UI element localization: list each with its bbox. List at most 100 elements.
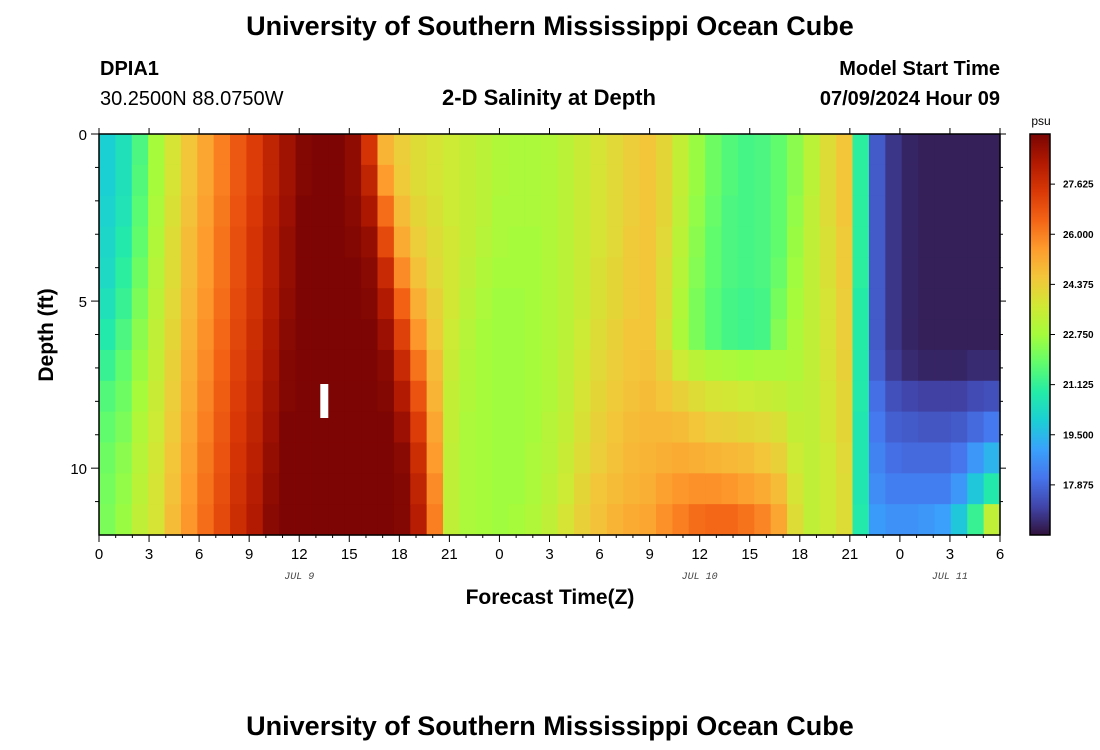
- heatmap-cell: [868, 195, 886, 228]
- heatmap-cell: [721, 164, 739, 197]
- heatmap-cell: [524, 319, 542, 351]
- heatmap-cell: [901, 380, 919, 413]
- heatmap-cell: [443, 349, 460, 382]
- x-tick-label: 3: [545, 546, 553, 563]
- heatmap-cell: [885, 288, 903, 320]
- heatmap-cell: [180, 195, 198, 228]
- date-label: JUL 9: [284, 572, 314, 583]
- heatmap-cell: [377, 349, 395, 382]
- heatmap-cell: [230, 349, 248, 382]
- heatmap-cell: [885, 411, 903, 444]
- heatmap-cell: [787, 134, 805, 166]
- heatmap-cell: [344, 504, 362, 536]
- heatmap-cell: [770, 380, 788, 413]
- heatmap-cell: [901, 319, 919, 351]
- heatmap-cell: [541, 195, 559, 228]
- colorbar-unit: psu: [1031, 114, 1050, 128]
- heatmap-cell: [983, 349, 1001, 382]
- heatmap-cell: [328, 349, 346, 382]
- y-axis-title: Depth (ft): [35, 288, 58, 381]
- heatmap-cell: [541, 442, 559, 474]
- heatmap-cell: [967, 504, 985, 536]
- heatmap-cell: [705, 349, 723, 382]
- heatmap-cell: [836, 380, 854, 413]
- heatmap-cell: [262, 226, 280, 258]
- heatmap-cell: [967, 380, 985, 413]
- heatmap-cell: [574, 473, 592, 505]
- heatmap-cell: [590, 411, 608, 444]
- heatmap-cell: [410, 288, 428, 320]
- heatmap-cell: [655, 226, 673, 258]
- heatmap-cell: [344, 226, 362, 258]
- heatmap-cell: [737, 380, 755, 413]
- heatmap-cell: [459, 288, 477, 320]
- heatmap-cell: [836, 226, 854, 258]
- x-tick-label: 12: [291, 546, 308, 563]
- heatmap-cell: [721, 257, 739, 289]
- heatmap-cell: [934, 288, 952, 320]
- heatmap-cell: [721, 504, 739, 536]
- heatmap-cell: [344, 164, 362, 197]
- heatmap-cell: [410, 380, 428, 413]
- heatmap-cell: [672, 411, 690, 444]
- heatmap-cell: [901, 257, 919, 289]
- heatmap-cell: [655, 473, 673, 505]
- heatmap-cell: [262, 504, 280, 536]
- heatmap-cell: [180, 319, 198, 351]
- heatmap-cell: [557, 473, 575, 505]
- heatmap-cell: [295, 504, 313, 536]
- heatmap-cell: [541, 411, 559, 444]
- heatmap-cell: [361, 473, 379, 505]
- colorbar-ticks: 27.625 26.000 24.375 22.750 21.125 19.500 17.8…: [1050, 180, 1094, 491]
- heatmap-cell: [99, 319, 116, 351]
- heatmap-cell: [279, 504, 297, 536]
- heatmap-cell: [230, 442, 248, 474]
- heatmap-cell: [705, 226, 723, 258]
- heatmap-cell: [606, 195, 624, 228]
- heatmap-cell: [721, 380, 739, 413]
- heatmap-cell: [344, 288, 362, 320]
- heatmap-cell: [836, 164, 854, 197]
- heatmap-cell: [639, 504, 657, 536]
- heatmap-cell: [590, 380, 608, 413]
- heatmap-cell: [311, 288, 329, 320]
- heatmap-cell: [885, 442, 903, 474]
- heatmap-cell: [574, 288, 592, 320]
- heatmap-cell: [918, 164, 936, 197]
- heatmap-cell: [475, 411, 493, 444]
- heatmap-cell: [557, 504, 575, 536]
- heatmap-cell: [639, 411, 657, 444]
- heatmap-cell: [344, 349, 362, 382]
- heatmap-cell: [901, 164, 919, 197]
- heatmap-cell: [197, 226, 215, 258]
- heatmap-cell: [590, 257, 608, 289]
- heatmap-cell: [99, 134, 116, 166]
- heatmap-cell: [148, 319, 166, 351]
- heatmap-cell: [803, 349, 821, 382]
- heatmap-cell: [311, 164, 329, 197]
- now-marker-layer: [320, 384, 329, 418]
- colorbar-tick-label: 24.375: [1063, 280, 1094, 291]
- chart-main-title: University of Southern Mississippi Ocean…: [246, 11, 854, 41]
- heatmap-cell: [328, 226, 346, 258]
- heatmap-cell: [705, 380, 723, 413]
- heatmap-cell: [655, 288, 673, 320]
- heatmap-cell: [508, 288, 526, 320]
- heatmap-cell: [819, 195, 837, 228]
- heatmap-cell: [99, 380, 116, 413]
- heatmap-cell: [246, 319, 264, 351]
- heatmap-cell: [885, 504, 903, 536]
- heatmap-cell: [557, 319, 575, 351]
- heatmap-cell: [311, 226, 329, 258]
- heatmap-cell: [131, 195, 149, 228]
- heatmap-cell: [99, 411, 116, 444]
- colorbar-tick-label: 17.875: [1063, 480, 1094, 491]
- heatmap-cell: [344, 380, 362, 413]
- heatmap-cell: [885, 164, 903, 197]
- heatmap-cell: [295, 257, 313, 289]
- heatmap-cell: [672, 288, 690, 320]
- heatmap-cell: [868, 288, 886, 320]
- heatmap-cell: [574, 134, 592, 166]
- heatmap-cell: [426, 195, 444, 228]
- heatmap-cell: [459, 380, 477, 413]
